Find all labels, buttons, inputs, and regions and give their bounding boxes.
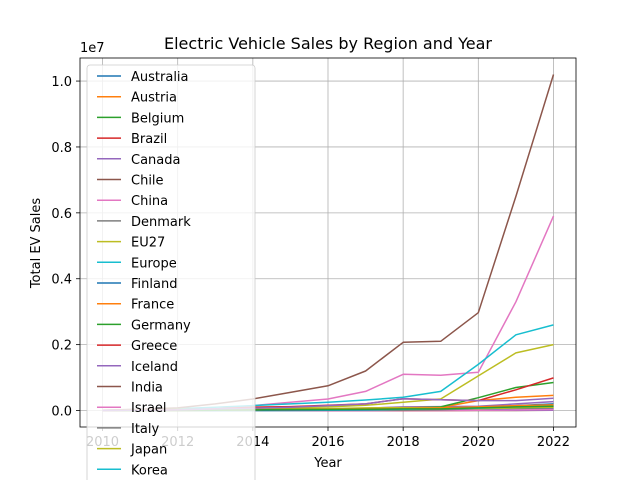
y-tick-label: 0.6 — [51, 207, 72, 222]
legend-entry: Belgium — [131, 111, 184, 126]
legend-entry: Israel — [131, 401, 167, 416]
x-tick-label: 2020 — [462, 435, 495, 450]
legend-entry: Australia — [131, 70, 189, 85]
y-tick-label: 0.2 — [51, 339, 72, 354]
chart-title: Electric Vehicle Sales by Region and Yea… — [164, 34, 492, 53]
y-tick-label: 0.4 — [51, 273, 72, 288]
legend-entry: India — [131, 381, 163, 396]
legend-entry: Chile — [131, 174, 164, 189]
y-tick-label: 0.8 — [51, 141, 72, 156]
legend-entry: Greece — [131, 339, 177, 354]
legend-entry: Japan — [130, 443, 167, 458]
legend-entry: France — [131, 298, 174, 313]
y-axis-multiplier: 1e7 — [80, 41, 105, 56]
series-lines — [102, 74, 555, 412]
legend-entry: Europe — [131, 256, 177, 271]
legend: Australia Austria Belgium Brazil Canada Chile… — [86, 64, 256, 480]
legend-entry: Canada — [131, 153, 180, 168]
legend-entry: Germany — [131, 318, 191, 333]
legend-entry: Austria — [131, 91, 177, 106]
x-axis-label: Year — [313, 456, 342, 471]
legend-box — [86, 64, 256, 480]
legend-entry: China — [131, 194, 168, 209]
legend-entry: Italy — [131, 422, 160, 437]
x-tick-label: 2022 — [537, 435, 570, 450]
y-tick-label: 0.0 — [51, 405, 72, 420]
legend-entry: Korea — [131, 463, 168, 478]
legend-entry: Iceland — [131, 360, 178, 375]
y-axis-label: Total EV Sales — [29, 198, 44, 290]
legend-entry: Finland — [131, 277, 177, 292]
legend-entry: EU27 — [131, 236, 165, 251]
y-tick-label: 1.0 — [51, 75, 72, 90]
x-tick-label: 2018 — [387, 435, 420, 450]
legend-entry: Brazil — [131, 132, 167, 147]
x-tick-label: 2016 — [311, 435, 344, 450]
legend-entry: Denmark — [131, 215, 191, 230]
